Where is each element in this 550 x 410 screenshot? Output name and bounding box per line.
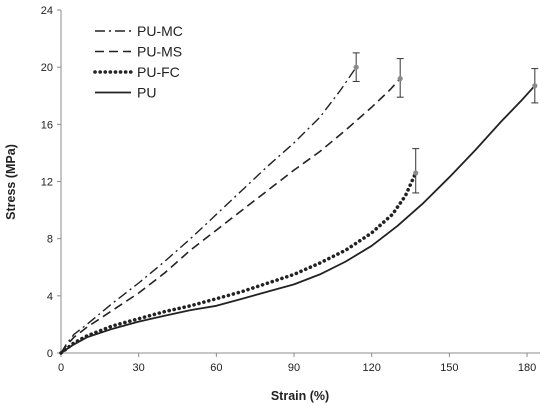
x-tick-label: 120 [363, 362, 381, 374]
series-line-pu-mc [60, 66, 357, 354]
legend-label-pu: PU [137, 85, 156, 101]
y-tick-label: 20 [41, 62, 53, 74]
axes-layer: 0 30 60 90 120 150 180 0 4 8 12 16 20 24 [41, 5, 540, 374]
x-tick-label: 30 [133, 362, 145, 374]
x-tick-label: 180 [518, 362, 536, 374]
x-tick-label: 0 [58, 362, 64, 374]
legend-item-pu-fc: PU-FC [93, 64, 180, 80]
series-layer [59, 52, 539, 355]
y-tick-label: 16 [41, 119, 53, 131]
y-tick-label: 12 [41, 177, 53, 189]
legend-layer: PU-MC PU-MS PU-FC PU [93, 23, 183, 101]
y-tick-label: 4 [47, 291, 53, 303]
legend-item-pu: PU [95, 85, 156, 101]
endpoint-marker-pu-ms [397, 76, 403, 82]
y-axis-title: Stress (MPa) [4, 144, 18, 220]
x-tick-label: 150 [440, 362, 458, 374]
legend-label-pu-mc: PU-MC [137, 23, 183, 39]
legend-label-pu-fc: PU-FC [137, 64, 180, 80]
legend-label-pu-ms: PU-MS [137, 44, 182, 60]
legend-item-pu-ms: PU-MS [95, 44, 182, 60]
y-tick-label: 24 [41, 5, 53, 17]
endpoint-marker-pu-mc [353, 64, 359, 70]
series-line-pu [60, 85, 536, 354]
endpoint-marker-pu-fc [413, 170, 419, 176]
series-line-pu-fc [59, 171, 418, 355]
x-axis-title: Strain (%) [271, 389, 329, 403]
x-tick-label: 90 [288, 362, 300, 374]
series-line-pu-ms [60, 78, 401, 354]
y-tick-label: 8 [47, 234, 53, 246]
y-tick-label: 0 [47, 348, 53, 360]
x-tick-label: 60 [210, 362, 222, 374]
legend-item-pu-mc: PU-MC [95, 23, 183, 39]
endpoint-marker-pu [532, 83, 538, 89]
